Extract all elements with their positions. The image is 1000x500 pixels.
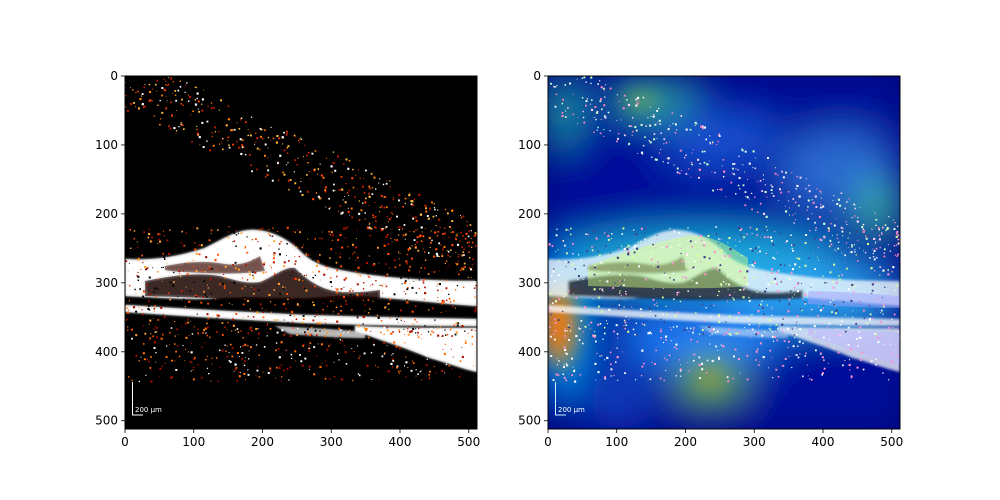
x-tick-label: 400 <box>389 435 412 449</box>
scale-bar-label: 200 µm <box>558 406 585 414</box>
x-tick-label: 0 <box>544 435 552 449</box>
x-tick-label: 500 <box>880 435 903 449</box>
y-tick-label: 400 <box>518 345 541 359</box>
y-tick-label: 0 <box>533 69 541 83</box>
axes-frame <box>124 75 478 430</box>
x-tick-label: 300 <box>320 435 343 449</box>
y-tick-label: 100 <box>95 138 118 152</box>
x-tick-label: 0 <box>121 435 129 449</box>
y-tick-label: 400 <box>95 345 118 359</box>
y-tick-label: 0 <box>110 69 118 83</box>
x-tick-label: 100 <box>182 435 205 449</box>
x-tick-label: 100 <box>605 435 628 449</box>
y-tick-label: 500 <box>518 414 541 428</box>
y-tick-label: 200 <box>518 207 541 221</box>
x-tick-label: 300 <box>743 435 766 449</box>
scale-bar-label: 200 µm <box>135 406 162 414</box>
y-tick-label: 200 <box>95 207 118 221</box>
x-tick-label: 500 <box>457 435 480 449</box>
y-tick-label: 100 <box>518 138 541 152</box>
scale-bar: 200 µm <box>132 382 162 416</box>
scale-bar: 200 µm <box>555 382 585 416</box>
x-tick-label: 200 <box>251 435 274 449</box>
y-tick-label: 300 <box>518 276 541 290</box>
x-tick-label: 400 <box>812 435 835 449</box>
y-tick-label: 300 <box>95 276 118 290</box>
x-tick-label: 200 <box>674 435 697 449</box>
y-tick-label: 500 <box>95 414 118 428</box>
axes-frame <box>547 75 901 430</box>
oct-retina-image <box>125 76 477 383</box>
heatmap-overlay-image <box>548 76 900 429</box>
